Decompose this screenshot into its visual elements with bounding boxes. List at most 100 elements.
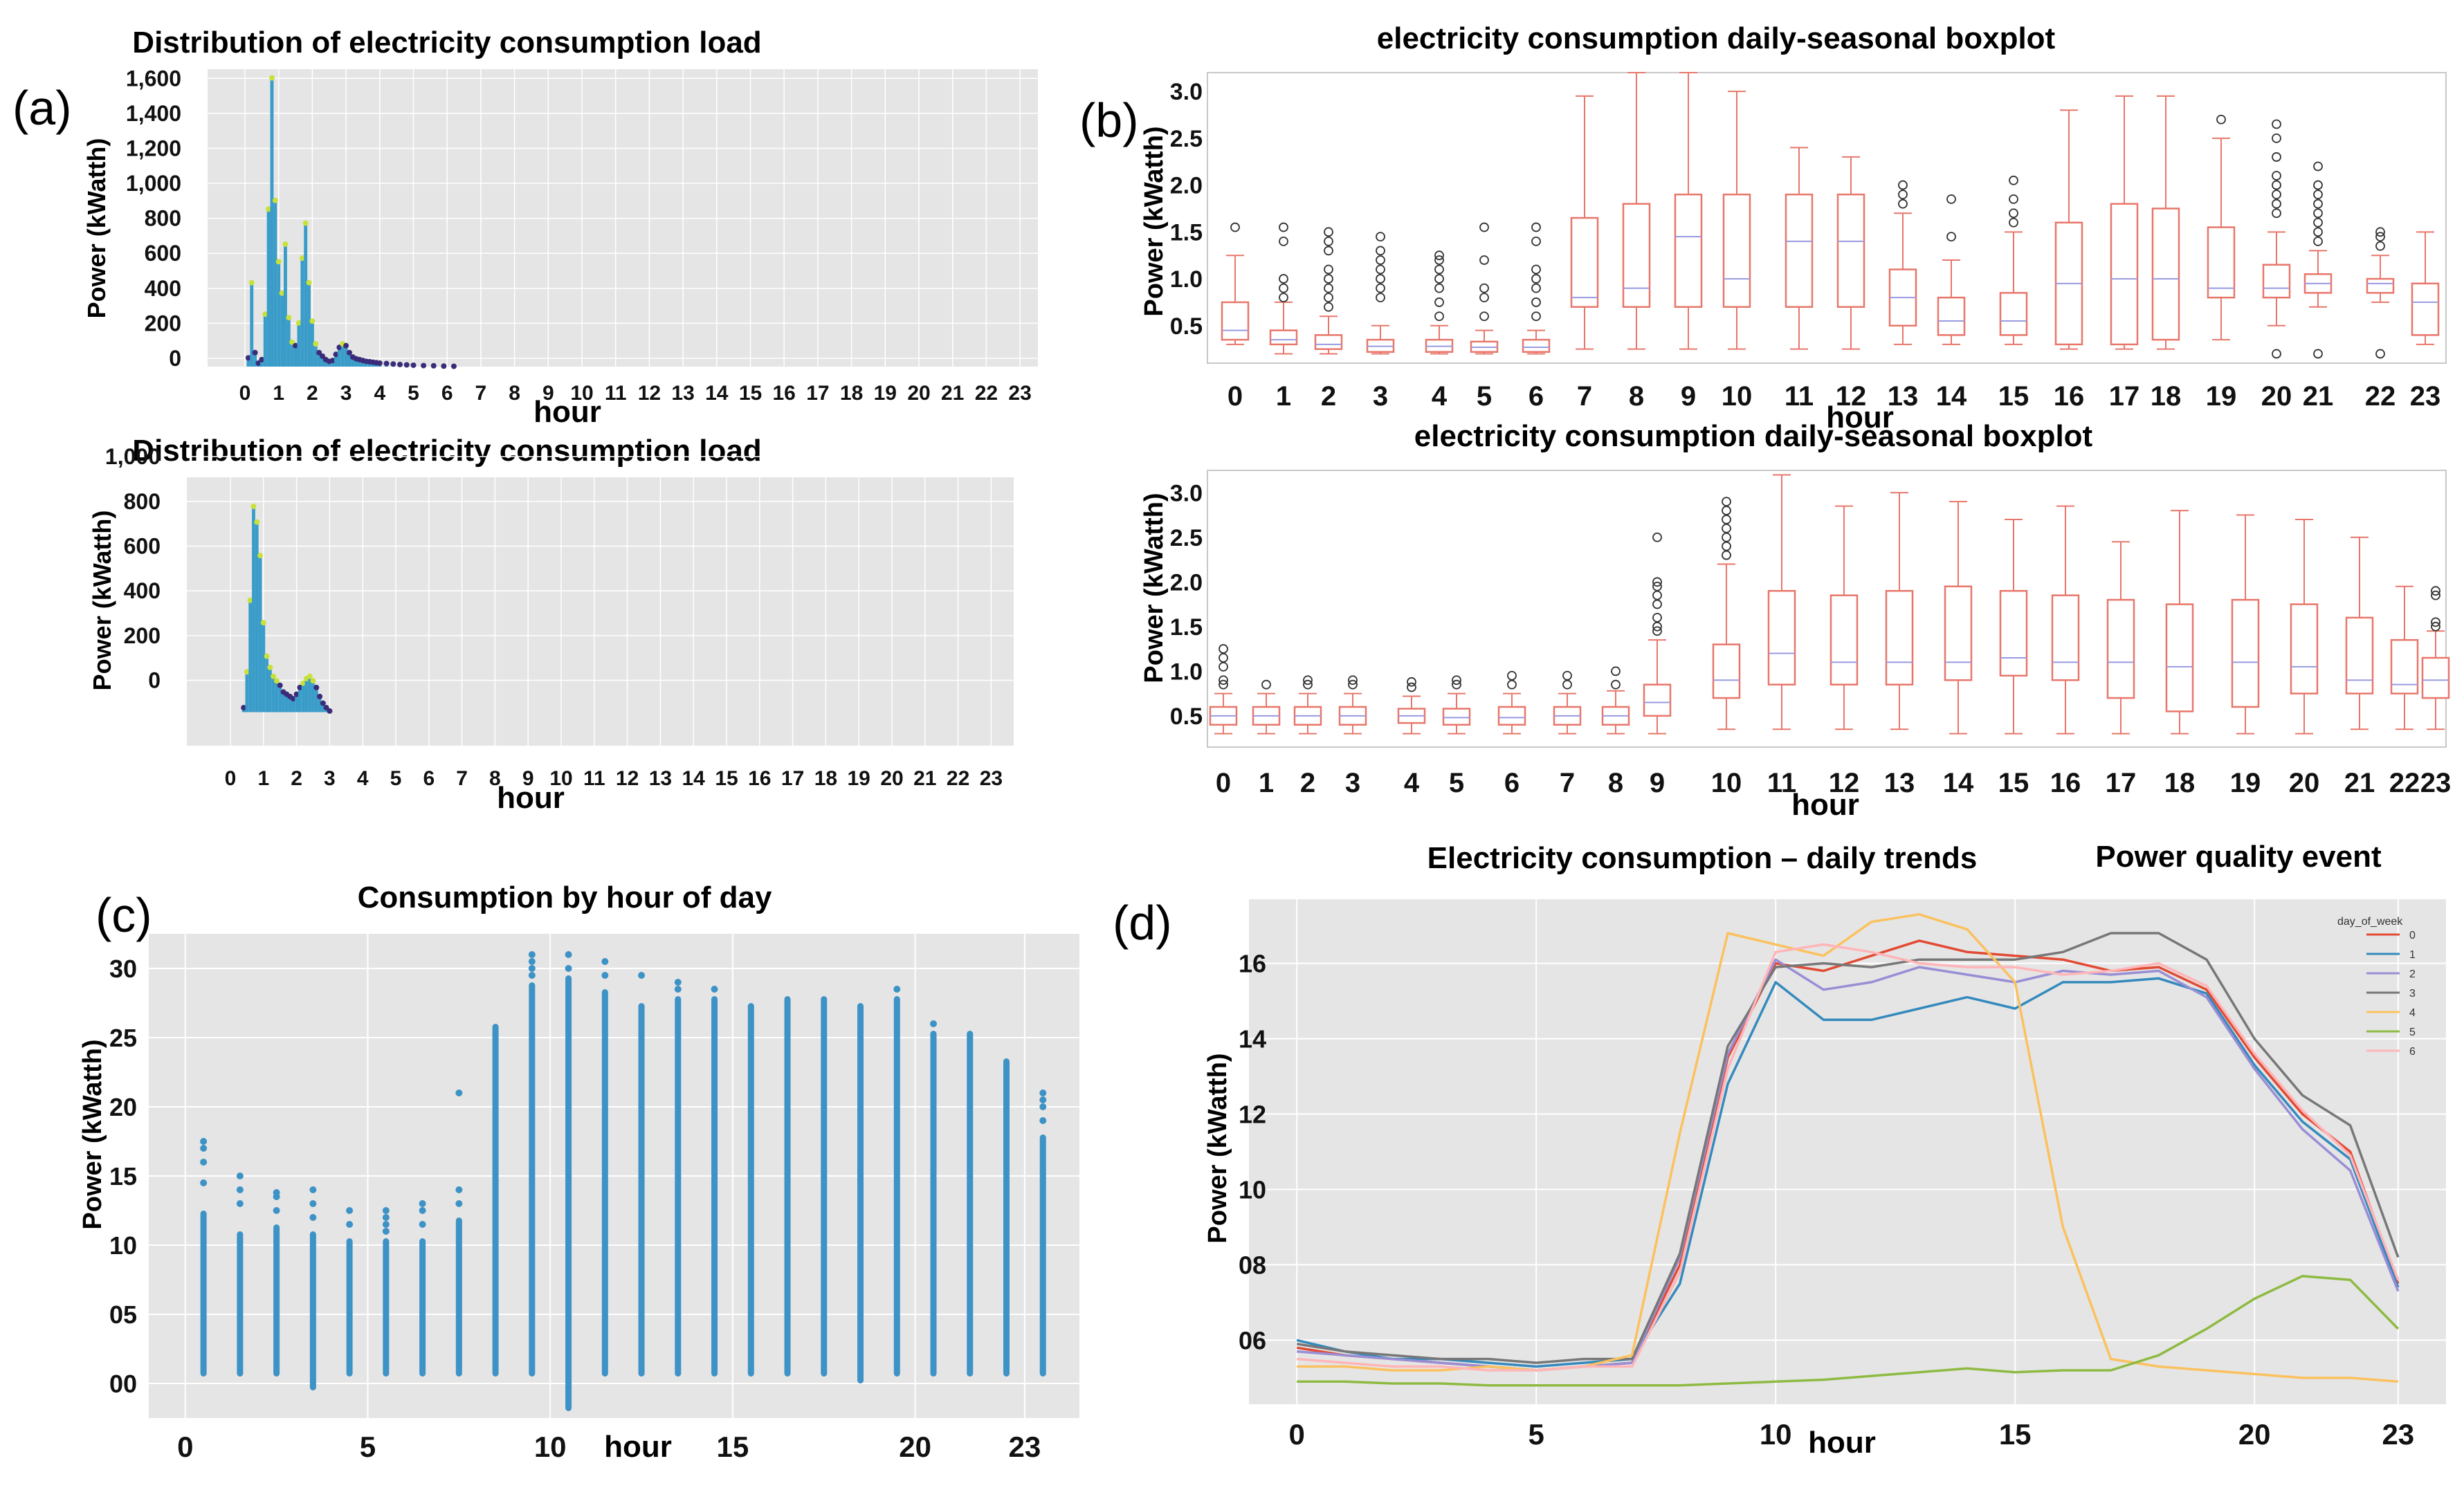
- b2-outlier: [1219, 675, 1228, 686]
- chart-a1-bars: [245, 75, 457, 369]
- b2-xtick-label: 23: [2420, 768, 2452, 798]
- a1-xtick-label: 1: [273, 382, 284, 405]
- d-legend-label: 0: [2409, 930, 2416, 941]
- c-point-column: [346, 1238, 353, 1377]
- chart-c-yticks: 00 05 10 15 20 25 30: [109, 955, 137, 1398]
- chart-c-ylabel: Power (kWatth): [78, 1039, 107, 1229]
- b1-xtick-label: 6: [1528, 381, 1544, 412]
- d-xtick-label: 0: [1289, 1418, 1305, 1451]
- c-point-column: [200, 1211, 207, 1377]
- b1-box: [1937, 296, 1966, 336]
- a2-bar-tip: [271, 673, 277, 679]
- a1-xtick-label: 7: [475, 382, 487, 405]
- chart-c-points: [200, 951, 1047, 1411]
- a1-bar-tip: [309, 318, 316, 324]
- b2-box: [2290, 603, 2319, 695]
- c-point: [382, 1214, 390, 1221]
- panel-label-b: (b): [1079, 93, 1139, 147]
- d-xtick-label: 15: [1999, 1418, 2032, 1451]
- b1-outlier: [1531, 236, 1541, 246]
- c-point: [1039, 1089, 1047, 1096]
- b1-outlier: [2272, 133, 2281, 143]
- b1-outlier: [2375, 232, 2385, 241]
- a2-bar-tip: [293, 691, 300, 697]
- chart-b2-boxes: [1209, 474, 2450, 735]
- b1-outlier: [2313, 190, 2323, 200]
- a1-bar: [263, 314, 267, 367]
- b2-xtick-label: 3: [1345, 768, 1360, 798]
- c-ytick-label: 00: [109, 1370, 137, 1398]
- b2-outlier: [1652, 613, 1662, 623]
- c-point: [200, 1138, 208, 1145]
- a2-bar: [288, 696, 292, 712]
- b1-outlier: [2313, 349, 2323, 359]
- a1-bar: [347, 352, 352, 367]
- d-ytick-label: 08: [1239, 1251, 1266, 1279]
- a1-ytick-label: 0: [169, 346, 181, 371]
- b1-outlier: [2375, 227, 2385, 237]
- c-xtick-label: 15: [717, 1431, 749, 1463]
- b2-box: [2421, 656, 2450, 699]
- d-legend-label: 6: [2409, 1046, 2416, 1058]
- a2-ytick-label: 800: [124, 489, 161, 514]
- b1-xtick-label: 14: [1936, 381, 1967, 412]
- b1-box: [1836, 193, 1865, 308]
- c-point-column: [601, 989, 608, 1377]
- a2-ytick-label: 400: [124, 578, 161, 603]
- a1-bar: [344, 345, 348, 367]
- b2-box: [1999, 589, 2028, 677]
- c-point-column: [1039, 1134, 1046, 1377]
- a2-bar: [311, 681, 315, 712]
- a2-xtick-label: 7: [456, 767, 468, 790]
- a1-bar: [307, 282, 311, 367]
- a1-ytick-label: 200: [145, 311, 181, 335]
- c-ytick-label: 20: [109, 1093, 137, 1121]
- a2-xtick-label: 13: [649, 767, 672, 790]
- b2-outlier: [1652, 590, 1662, 600]
- chart-c: Consumption by hour of day 0005101520253…: [78, 881, 1079, 1464]
- b1-xtick-label: 2: [1321, 381, 1336, 412]
- a1-bar: [280, 293, 284, 367]
- a2-bar-tip: [250, 504, 257, 510]
- a1-bar: [266, 209, 271, 367]
- a2-xtick-label: 15: [715, 767, 738, 790]
- c-point: [309, 1200, 317, 1207]
- c-point: [1039, 1096, 1047, 1103]
- a2-bar: [321, 703, 325, 712]
- b1-outlier: [1434, 297, 1444, 307]
- b2-xtick-label: 19: [2230, 768, 2261, 798]
- a1-xtick-label: 22: [975, 382, 998, 405]
- d-series-line: [1297, 1275, 2400, 1387]
- c-point-column: [675, 996, 682, 1377]
- b2-box: [2345, 616, 2374, 695]
- b1-xtick-label: 21: [2303, 381, 2334, 412]
- b1-outlier: [1531, 274, 1541, 284]
- b2-box: [1497, 706, 1526, 726]
- b1-xtick-label: 12: [1836, 381, 1867, 412]
- b1-xtick-label: 17: [2109, 381, 2140, 412]
- a2-ytick-label: 600: [124, 534, 161, 559]
- b1-xtick-label: 7: [1577, 381, 1592, 412]
- a1-bar-tip: [272, 197, 278, 203]
- a2-xtick-label: 3: [324, 767, 336, 790]
- a2-bar: [301, 683, 305, 712]
- b1-xtick-label: 9: [1681, 381, 1696, 412]
- a1-bar-tip: [282, 241, 289, 247]
- b1-box: [2411, 282, 2440, 336]
- a2-xtick-label: 14: [682, 767, 706, 790]
- b1-box: [1269, 329, 1298, 346]
- c-point-column: [784, 996, 791, 1377]
- a1-bar-tip: [316, 349, 322, 356]
- c-point: [528, 958, 536, 965]
- b1-outlier: [2272, 180, 2281, 190]
- c-point-column: [273, 1224, 280, 1377]
- chart-d-legend-title: day_of_week: [2337, 916, 2403, 928]
- c-point: [200, 1179, 208, 1186]
- b1-outlier: [2272, 171, 2281, 181]
- a1-bar-tip: [397, 361, 403, 367]
- b2-xtick-label: 15: [1998, 768, 2029, 798]
- chart-a2-xlabel: hour: [497, 781, 565, 815]
- d-xtick-label: 10: [1760, 1418, 1792, 1451]
- d-xtick-label: 5: [1528, 1418, 1544, 1451]
